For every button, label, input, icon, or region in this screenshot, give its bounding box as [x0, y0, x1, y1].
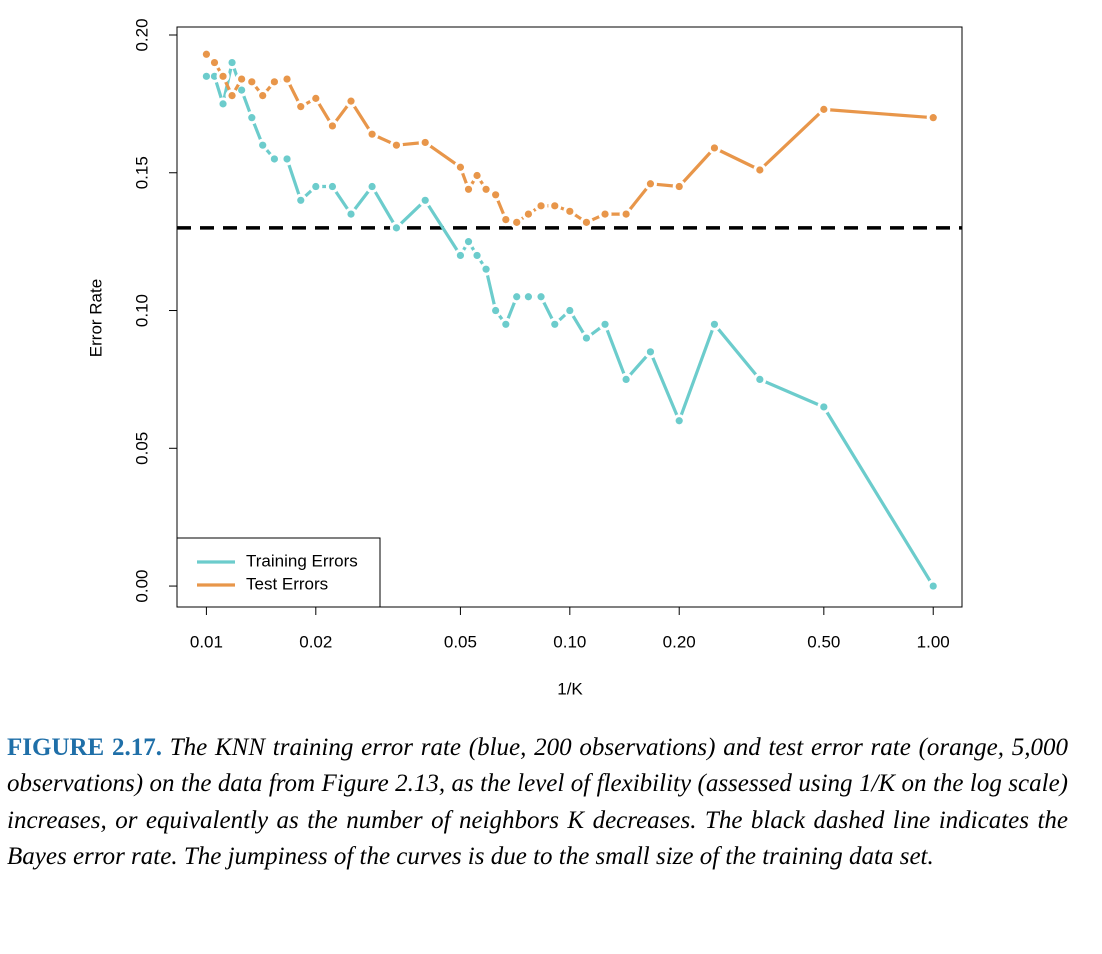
point [524, 293, 533, 301]
point [756, 166, 764, 174]
point [464, 238, 473, 246]
caption-text: The KNN training error rate (blue, 200 o… [7, 734, 1068, 870]
point [820, 105, 828, 113]
point [473, 171, 481, 180]
x-tick-label: 0.10 [553, 632, 586, 651]
point [392, 224, 401, 232]
point [228, 92, 236, 100]
y-tick-label: 0.00 [132, 570, 151, 603]
caption: FIGURE 2.17. The KNN training error rate… [7, 730, 1068, 875]
y-tick-label: 0.05 [132, 432, 151, 465]
point [513, 293, 521, 301]
point [312, 182, 320, 191]
x-tick-label: 0.20 [663, 632, 696, 651]
point [492, 191, 500, 199]
x-tick-label: 0.01 [190, 632, 223, 651]
series-line [205, 53, 934, 224]
point [421, 138, 429, 147]
point [347, 97, 355, 105]
point [238, 86, 246, 94]
point [513, 218, 521, 226]
point [328, 122, 337, 130]
point [756, 375, 764, 384]
point [283, 75, 291, 83]
point [297, 196, 305, 204]
point [283, 155, 291, 163]
point [202, 50, 211, 58]
point [537, 293, 545, 301]
point [601, 210, 609, 218]
point [566, 207, 574, 215]
point [238, 75, 246, 83]
point [368, 182, 376, 191]
point [566, 306, 574, 315]
point [551, 202, 559, 210]
point [929, 114, 937, 122]
point [464, 185, 473, 193]
point [219, 72, 227, 80]
x-axis-label: 1/K [557, 679, 583, 698]
series-line [206, 60, 935, 587]
point [248, 114, 256, 122]
point [270, 78, 279, 86]
point [368, 130, 376, 138]
point [259, 141, 267, 149]
point [710, 144, 719, 152]
point [312, 94, 320, 102]
point [421, 196, 429, 204]
point [456, 163, 465, 171]
point [524, 210, 533, 218]
point [646, 348, 655, 356]
point [347, 210, 355, 218]
point [710, 320, 719, 328]
point [482, 185, 490, 193]
point [675, 182, 683, 191]
point [929, 582, 937, 590]
point [482, 265, 490, 273]
point [502, 320, 510, 328]
chart: 1/K Error Rate 0.01 0.02 0.05 0.10 0.20 0.50 1… [86, 18, 963, 698]
x-tick-label: 0.02 [299, 632, 332, 651]
legend-label: Test Errors [246, 574, 328, 593]
y-tick-label: 0.20 [132, 18, 151, 51]
legend-box [176, 537, 381, 608]
point [582, 334, 591, 342]
point [248, 78, 256, 86]
point [210, 72, 219, 80]
point [622, 375, 630, 384]
point [328, 182, 337, 191]
point [210, 58, 219, 67]
point [297, 103, 305, 111]
y-tick-label: 0.15 [132, 156, 151, 189]
y-axis-label: Error Rate [86, 279, 105, 357]
x-tick-label: 0.05 [444, 632, 477, 651]
y-tick-label: 0.10 [132, 294, 151, 327]
point [622, 210, 630, 218]
point [820, 403, 828, 411]
x-tick-label: 0.50 [807, 632, 840, 651]
point [219, 100, 227, 108]
legend-label: Training Errors [246, 551, 358, 570]
point [502, 215, 510, 224]
point [492, 306, 500, 315]
point [259, 92, 267, 100]
point [456, 251, 465, 260]
point [601, 320, 609, 328]
x-tick-label: 1.00 [917, 632, 950, 651]
point [537, 202, 545, 210]
point [582, 218, 591, 226]
point [646, 180, 655, 188]
point [551, 320, 559, 328]
point [675, 417, 683, 425]
point [392, 141, 401, 149]
point [202, 72, 211, 80]
point [270, 155, 279, 163]
point [473, 251, 481, 260]
caption-label: FIGURE 2.17. [7, 734, 162, 761]
point [228, 58, 236, 67]
